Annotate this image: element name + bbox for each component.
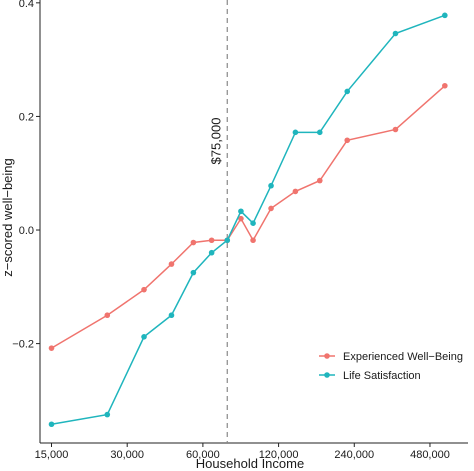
data-point bbox=[141, 333, 147, 340]
legend-key-marker bbox=[324, 353, 330, 359]
series-0 bbox=[48, 82, 448, 351]
x-tick-label: 60,000 bbox=[186, 449, 220, 461]
data-point bbox=[48, 421, 55, 428]
data-point bbox=[190, 239, 197, 246]
data-point bbox=[168, 261, 175, 267]
data-point bbox=[104, 411, 111, 418]
y-tick-label: 0.4 bbox=[19, 0, 34, 10]
data-point bbox=[141, 286, 147, 293]
data-point bbox=[208, 249, 215, 256]
x-tick-label: 30,000 bbox=[110, 449, 144, 461]
y-axis: −0.2 0.0 0.2 0.4 bbox=[12, 0, 41, 443]
data-point bbox=[344, 88, 351, 95]
data-point bbox=[238, 215, 244, 222]
x-axis: 15,000 30,000 60,000 120,000 240,000 480,000 bbox=[35, 442, 468, 461]
data-point bbox=[208, 237, 215, 244]
data-point bbox=[224, 237, 231, 244]
data-point bbox=[344, 137, 351, 144]
data-point bbox=[316, 177, 323, 184]
data-point bbox=[268, 205, 274, 212]
data-point bbox=[190, 269, 197, 276]
series-group bbox=[48, 12, 448, 428]
data-point bbox=[250, 220, 256, 227]
x-tick-label: 480,000 bbox=[410, 449, 450, 461]
y-tick-label: −0.2 bbox=[12, 339, 34, 351]
x-tick-label: 15,000 bbox=[35, 449, 69, 461]
legend-label: Life Satisfaction bbox=[343, 370, 421, 382]
data-point bbox=[442, 82, 448, 89]
data-point bbox=[48, 345, 55, 351]
data-point bbox=[292, 129, 299, 136]
series-line bbox=[51, 85, 446, 349]
data-point bbox=[442, 12, 448, 19]
data-point bbox=[292, 188, 299, 195]
data-point bbox=[268, 182, 274, 189]
legend: Experienced Well−Being Life Satisfaction bbox=[319, 351, 463, 382]
data-point bbox=[104, 312, 111, 319]
x-tick-label: 240,000 bbox=[334, 449, 374, 461]
reference-line-group: $75,000 bbox=[208, 0, 228, 443]
x-axis-title: Household Income bbox=[196, 456, 304, 471]
legend-label: Experienced Well−Being bbox=[343, 351, 463, 363]
legend-item: Experienced Well−Being bbox=[319, 351, 463, 363]
data-point bbox=[250, 237, 256, 244]
y-tick-label: 0.2 bbox=[19, 111, 34, 123]
data-point bbox=[316, 129, 323, 136]
y-axis-title: z−scored well−being bbox=[0, 158, 15, 277]
legend-item: Life Satisfaction bbox=[319, 370, 421, 382]
x-tick-label: 120,000 bbox=[259, 449, 299, 461]
data-point bbox=[168, 312, 175, 319]
data-point bbox=[392, 126, 399, 133]
legend-key-marker bbox=[324, 372, 330, 378]
reference-line-label: $75,000 bbox=[208, 118, 223, 165]
y-tick-label: 0.0 bbox=[19, 225, 34, 237]
data-point bbox=[392, 30, 399, 37]
series-1 bbox=[48, 12, 448, 428]
data-point bbox=[238, 208, 244, 215]
